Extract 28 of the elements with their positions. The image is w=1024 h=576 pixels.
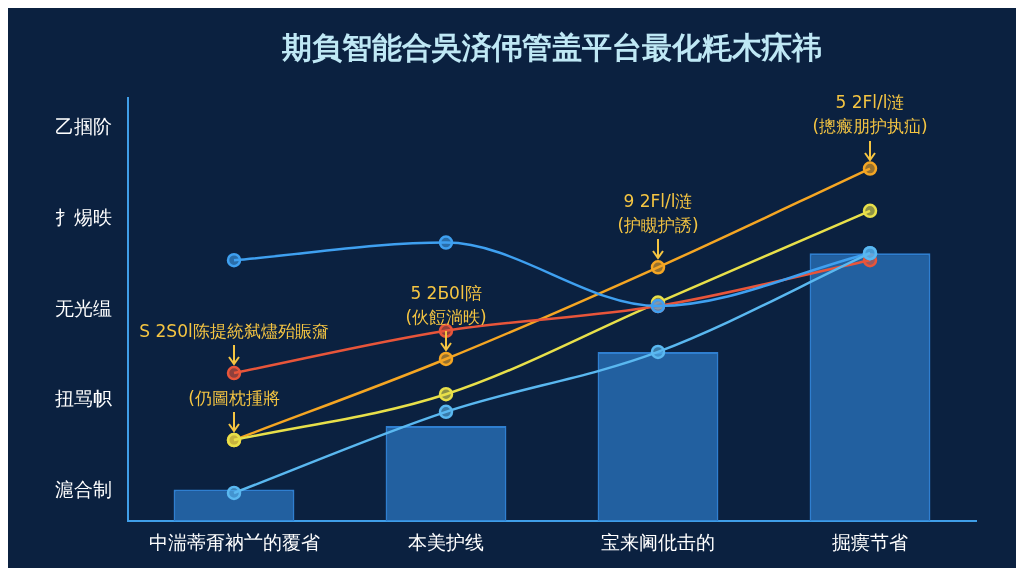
point <box>650 344 666 360</box>
x-tick-label: 中湍蒂甭衲䒑的覆省 <box>148 530 320 553</box>
x-tick-label: 本美护线 <box>408 530 484 553</box>
annotation: (仍圖枕揰將 <box>188 388 280 409</box>
annotation: 9 2Fl/l涟 (护瞡护誘) <box>617 191 699 236</box>
point <box>226 365 242 381</box>
point <box>226 252 242 268</box>
text: 无光缊 <box>55 296 112 319</box>
point <box>862 203 878 219</box>
bar <box>173 489 295 522</box>
point <box>650 260 666 275</box>
annotation: 5 2Б0l陪 (伙餖淌昳) <box>405 282 487 327</box>
point <box>438 404 454 420</box>
chart-title: 期負智能合吳済伄管盖平台最化粍木㾁祎 <box>281 29 822 65</box>
point <box>226 485 242 501</box>
point <box>862 161 878 176</box>
annotation: 5 2Fl/l涟 (摠瘢朋护执疝) <box>812 92 928 137</box>
x-tick-label: 宝来阃仳击的 <box>601 530 715 553</box>
text: 滬合制 <box>55 478 112 501</box>
text: 扌焬昳 <box>55 205 112 228</box>
point <box>438 351 454 367</box>
annotation: S 2S0l陈提統弑燼殆賑奫 <box>139 321 329 341</box>
bar <box>385 425 507 522</box>
point <box>438 235 454 250</box>
point <box>438 386 454 402</box>
text: 扭骂帜 <box>55 387 112 410</box>
text: 乙掴阶 <box>55 114 112 137</box>
x-tick-label: 掘瘼节省 <box>832 530 908 553</box>
